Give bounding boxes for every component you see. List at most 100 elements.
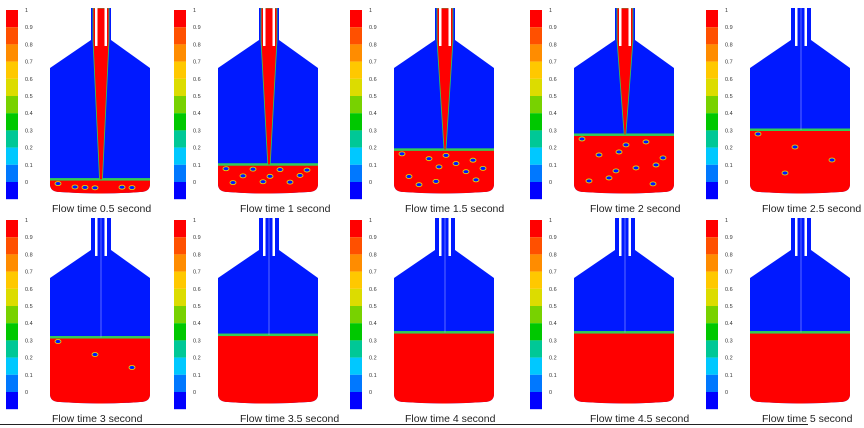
legend-tick-label: 0.8 — [725, 252, 733, 258]
color-legend: 1 0.9 0.8 0.7 0.6 0.5 0.4 0.3 0.2 0.1 0 — [350, 8, 377, 200]
legend-tick-label: 0.6 — [25, 287, 33, 293]
legend-tick-label: 0 — [549, 390, 552, 396]
legend-band — [706, 182, 718, 200]
panel-svg: 1 0.9 0.8 0.7 0.6 0.5 0.4 0.3 0.2 0.1 0 — [174, 216, 318, 410]
legend-tick-label: 1 — [725, 8, 728, 14]
legend-band — [530, 78, 542, 96]
legend-band — [530, 306, 542, 324]
legend-tick-label: 0.5 — [549, 304, 557, 310]
legend-tick-label: 0.4 — [549, 111, 557, 117]
legend-tick-label: 0.5 — [369, 94, 377, 100]
legend-tick-label: 0.9 — [193, 235, 201, 241]
legend-tick-label: 0.1 — [369, 163, 377, 169]
nozzle-wall-left — [795, 6, 798, 46]
bubble — [615, 149, 623, 155]
legend-tick-label: 0.7 — [369, 270, 377, 276]
panel-svg: 1 0.9 0.8 0.7 0.6 0.5 0.4 0.3 0.2 0.1 0 — [706, 216, 850, 410]
legend-band — [174, 130, 186, 148]
legend-tick-label: 0.2 — [549, 356, 557, 362]
legend-band — [6, 374, 18, 392]
legend-tick-label: 0.3 — [725, 128, 733, 134]
legend-tick-label: 0.4 — [25, 321, 33, 327]
color-legend: 1 0.9 0.8 0.7 0.6 0.5 0.4 0.3 0.2 0.1 0 — [6, 218, 33, 410]
bubble — [469, 157, 477, 163]
legend-band — [174, 374, 186, 392]
legend-band — [350, 288, 362, 306]
legend-tick-label: 1 — [193, 218, 196, 224]
legend-band — [174, 61, 186, 79]
simulation-panel: 1 0.9 0.8 0.7 0.6 0.5 0.4 0.3 0.2 0.1 0 Flow time 2… — [704, 6, 864, 216]
legend-band — [706, 340, 718, 358]
panel-caption: Flow time 5 second — [762, 413, 853, 425]
legend-tick-label: 0.2 — [193, 356, 201, 362]
legend-tick-label: 0 — [725, 390, 728, 396]
legend-band — [350, 237, 362, 255]
legend-tick-label: 0.5 — [725, 304, 733, 310]
bubble — [286, 179, 294, 185]
legend-band — [350, 78, 362, 96]
legend-band — [350, 374, 362, 392]
legend-tick-label: 0.6 — [25, 77, 33, 83]
legend-band — [706, 147, 718, 165]
legend-band — [706, 220, 718, 238]
bottle-contents — [574, 218, 674, 404]
legend-tick-label: 0.8 — [725, 42, 733, 48]
legend-tick-label: 0.7 — [725, 270, 733, 276]
legend-band — [174, 44, 186, 62]
legend-band — [706, 357, 718, 375]
panel-svg: 1 0.9 0.8 0.7 0.6 0.5 0.4 0.3 0.2 0.1 0 — [350, 6, 494, 200]
nozzle-wall-right — [448, 6, 451, 46]
liquid-pool — [750, 332, 850, 404]
legend-tick-label: 0.2 — [725, 146, 733, 152]
legend-band — [350, 340, 362, 358]
legend-tick-label: 0.1 — [193, 163, 201, 169]
legend-band — [174, 96, 186, 114]
bubble — [118, 184, 126, 190]
bubble — [249, 166, 257, 172]
legend-tick-label: 0.7 — [549, 60, 557, 66]
legend-band — [350, 61, 362, 79]
legend-band — [174, 78, 186, 96]
nozzle-wall-left — [439, 6, 442, 46]
legend-band — [174, 147, 186, 165]
panel-svg: 1 0.9 0.8 0.7 0.6 0.5 0.4 0.3 0.2 0.1 0 — [530, 216, 674, 410]
panel-caption: Flow time 3.5 second — [240, 413, 340, 425]
legend-tick-label: 0.6 — [369, 287, 377, 293]
legend-band — [350, 254, 362, 272]
bubble — [91, 185, 99, 191]
bubble — [435, 164, 443, 170]
color-legend: 1 0.9 0.8 0.7 0.6 0.5 0.4 0.3 0.2 0.1 0 — [530, 218, 557, 410]
nozzle-wall-left — [95, 216, 98, 256]
legend-band — [6, 44, 18, 62]
legend-band — [530, 237, 542, 255]
legend-tick-label: 0.7 — [725, 60, 733, 66]
bubble — [71, 184, 79, 190]
nozzle-wall-right — [448, 216, 451, 256]
figure-bottom-rule — [0, 424, 808, 425]
panel-caption: Flow time 1 second — [240, 203, 331, 215]
bubble — [605, 175, 613, 181]
legend-tick-label: 0.7 — [193, 270, 201, 276]
legend-tick-label: 0.4 — [725, 111, 733, 117]
legend-band — [530, 182, 542, 200]
nozzle-wall-left — [619, 6, 622, 46]
legend-tick-label: 0.4 — [549, 321, 557, 327]
legend-band — [6, 271, 18, 289]
legend-band — [350, 147, 362, 165]
legend-tick-label: 0.2 — [549, 146, 557, 152]
nozzle-wall-left — [263, 6, 266, 46]
legend-band — [174, 357, 186, 375]
bubble — [81, 184, 89, 190]
legend-tick-label: 0.2 — [369, 146, 377, 152]
nozzle-wall-right — [104, 216, 107, 256]
nozzle-wall-right — [804, 216, 807, 256]
legend-tick-label: 0.1 — [725, 163, 733, 169]
nozzle-wall-right — [272, 216, 275, 256]
legend-band — [530, 164, 542, 182]
legend-tick-label: 0 — [725, 180, 728, 186]
simulation-panel: 1 0.9 0.8 0.7 0.6 0.5 0.4 0.3 0.2 0.1 0 Flow time 3… — [172, 216, 344, 426]
simulation-panel: 1 0.9 0.8 0.7 0.6 0.5 0.4 0.3 0.2 0.1 0 Flow time 0… — [4, 6, 176, 216]
bubble — [612, 168, 620, 174]
bubble — [91, 352, 99, 357]
legend-band — [350, 306, 362, 324]
